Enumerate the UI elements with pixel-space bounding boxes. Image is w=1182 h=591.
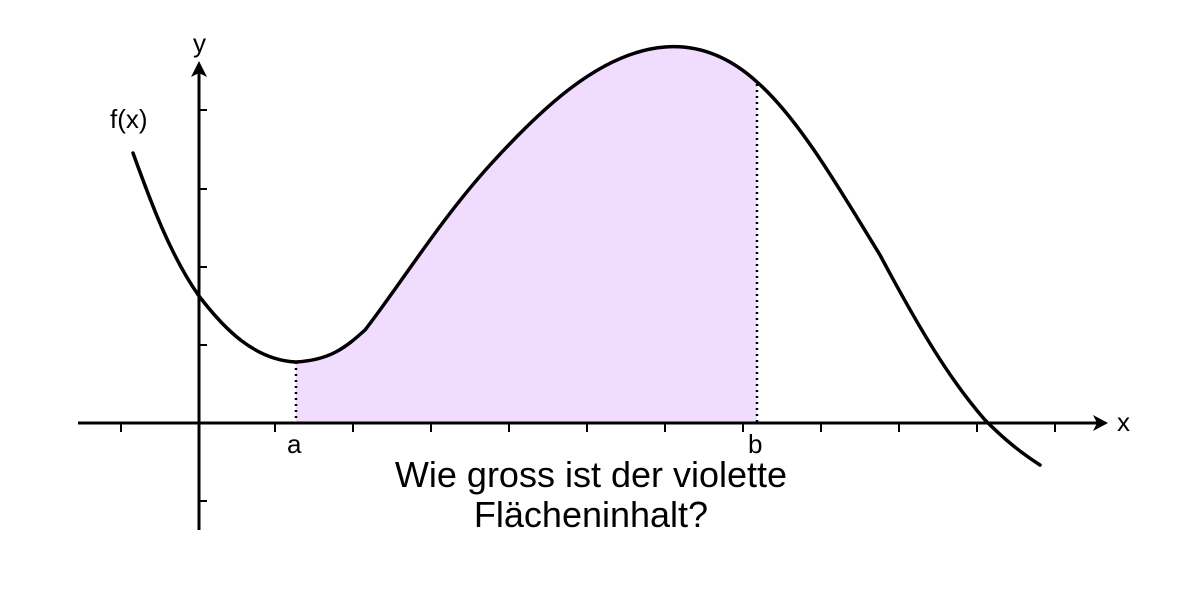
y-axis-arrow <box>191 61 207 77</box>
x-axis-label: x <box>1117 407 1130 437</box>
lower-bound-label: a <box>287 429 302 459</box>
function-curve <box>131 44 1042 467</box>
y-ticks <box>199 109 207 502</box>
question-line-2: Flächeninhalt? <box>473 494 709 535</box>
x-ticks <box>120 423 1056 432</box>
function-label: f(x) <box>110 104 148 134</box>
question-line-1: Wie gross ist der violette <box>394 454 788 495</box>
question-text: Wie gross ist der violette Flächeninhalt… <box>291 455 891 535</box>
x-axis-arrow <box>1093 415 1108 431</box>
y-axis-label: y <box>193 28 206 58</box>
violet-area <box>296 46 757 423</box>
upper-bound-label: b <box>748 429 762 459</box>
